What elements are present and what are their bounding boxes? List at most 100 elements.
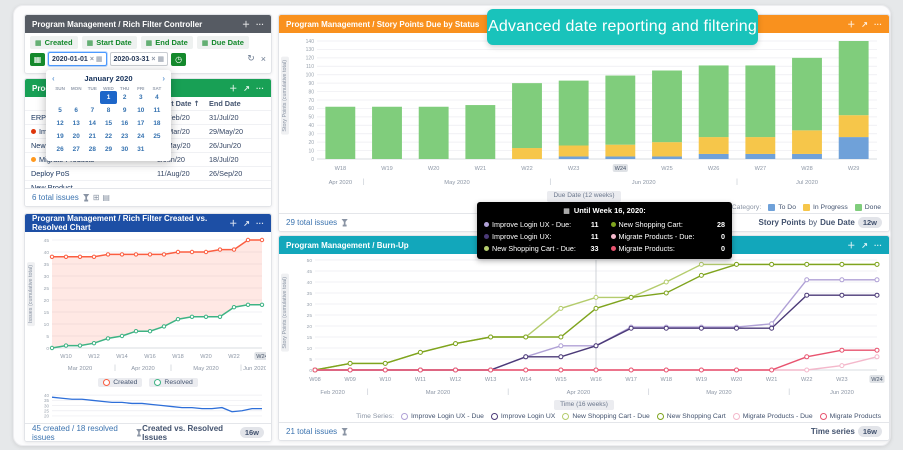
filter-icon[interactable] bbox=[341, 428, 348, 436]
filter-button-created[interactable]: ▦Created bbox=[30, 36, 78, 49]
legend-item-resolved[interactable]: Resolved bbox=[149, 378, 197, 387]
cvr-navigator-chart[interactable]: 2025303540 bbox=[28, 389, 266, 421]
calendar-day-cell[interactable]: 31 bbox=[133, 143, 149, 156]
expand-icon[interactable]: ↗ bbox=[243, 219, 250, 228]
history-button[interactable]: ◷ bbox=[171, 53, 186, 66]
calendar-day-cell[interactable]: 19 bbox=[52, 130, 68, 143]
created-resolved-link[interactable]: 45 created / 18 resolved issues bbox=[32, 424, 132, 442]
calendar-day-cell[interactable]: 15 bbox=[100, 117, 116, 130]
total-issues-link[interactable]: 29 total issues bbox=[286, 218, 337, 227]
expand-icon[interactable]: ↗ bbox=[861, 20, 868, 29]
close-icon[interactable]: × bbox=[261, 54, 266, 64]
total-issues-link[interactable]: 21 total issues bbox=[286, 427, 337, 436]
move-icon[interactable]: ＋ bbox=[242, 19, 250, 30]
table-view-icon[interactable]: ⊞ bbox=[93, 193, 100, 202]
legend-item-in-progress[interactable]: In Progress bbox=[803, 204, 848, 211]
move-icon[interactable]: ＋ bbox=[229, 83, 237, 94]
move-icon[interactable]: ＋ bbox=[229, 218, 237, 229]
calendar-day-cell[interactable]: 30 bbox=[117, 143, 133, 156]
svg-text:W10: W10 bbox=[379, 377, 391, 383]
filter-button-due-date[interactable]: ▦Due Date bbox=[197, 36, 249, 49]
calendar-day-cell[interactable]: 29 bbox=[100, 143, 116, 156]
chart-tooltip: ▦ Until Week 16, 2020: Improve Login UX … bbox=[477, 202, 732, 259]
calendar-icon[interactable]: ▦ bbox=[157, 55, 164, 63]
more-icon[interactable]: ··· bbox=[256, 219, 264, 228]
next-month-icon[interactable]: › bbox=[162, 74, 165, 83]
calendar-day-cell[interactable]: 6 bbox=[68, 104, 84, 117]
legend-item-to-do[interactable]: To Do bbox=[768, 204, 796, 211]
prev-month-icon[interactable]: ‹ bbox=[52, 74, 55, 83]
refresh-icon[interactable]: ↻ bbox=[247, 54, 255, 64]
calendar-day-cell[interactable]: 7 bbox=[84, 104, 100, 117]
calendar-day-cell[interactable]: 5 bbox=[52, 104, 68, 117]
calendar-day-cell[interactable]: 22 bbox=[100, 130, 116, 143]
legend-item-new-shopping-cart[interactable]: New Shopping Cart bbox=[657, 413, 726, 420]
calendar-day-cell[interactable]: 1 bbox=[100, 91, 116, 104]
story-points-chart[interactable]: 0102030405060708090100110120130140W18W19… bbox=[281, 33, 885, 191]
calendar-day-cell[interactable]: 2 bbox=[117, 91, 133, 104]
burn-up-chart[interactable]: 05101520253035404550W08W09W10W11W12W13W1… bbox=[281, 254, 885, 400]
more-icon[interactable]: ··· bbox=[874, 20, 882, 29]
svg-text:45: 45 bbox=[307, 269, 313, 275]
filter-icon[interactable] bbox=[341, 219, 348, 227]
calendar-day-cell[interactable]: 25 bbox=[149, 130, 165, 143]
calendar-day-cell[interactable]: 18 bbox=[149, 117, 165, 130]
period-badge[interactable]: 12w bbox=[858, 217, 882, 228]
calendar-day-cell[interactable]: 14 bbox=[84, 117, 100, 130]
panel-created-vs-resolved: Program Management / Rich Filter Created… bbox=[24, 213, 272, 442]
period-badge[interactable]: 16w bbox=[240, 427, 264, 438]
more-icon[interactable]: ··· bbox=[256, 84, 264, 93]
expand-icon[interactable]: ↗ bbox=[243, 84, 250, 93]
calendar-day-cell[interactable]: 24 bbox=[133, 130, 149, 143]
calendar-day-cell[interactable]: 21 bbox=[84, 130, 100, 143]
calendar-day-cell[interactable]: 26 bbox=[52, 143, 68, 156]
calendar-day-cell[interactable]: 11 bbox=[149, 104, 165, 117]
calendar-icon[interactable]: ▦ bbox=[96, 55, 103, 63]
end-date-cell: 26/Jun/20 bbox=[209, 141, 265, 150]
calendar-day-cell[interactable]: 20 bbox=[68, 130, 84, 143]
calendar-day-cell[interactable]: 17 bbox=[133, 117, 149, 130]
calendar-day-cell[interactable]: 9 bbox=[117, 104, 133, 117]
created-vs-resolved-chart[interactable]: 051015202530354045W10W12W14W16W18W20W22W… bbox=[28, 234, 266, 376]
total-issues-link[interactable]: 6 total issues bbox=[32, 193, 79, 202]
move-icon[interactable]: ＋ bbox=[847, 240, 855, 251]
date-to-input[interactable]: 2020-03-31 × ▦ bbox=[110, 52, 169, 66]
expand-icon[interactable]: ↗ bbox=[861, 241, 868, 250]
legend-item-new-shopping-cart-due[interactable]: New Shopping Cart - Due bbox=[562, 413, 649, 420]
legend-item-created[interactable]: Created bbox=[98, 378, 142, 387]
table-row[interactable]: Deploy PoS11/Aug/2026/Sep/20 bbox=[25, 167, 271, 181]
legend-item-done[interactable]: Done bbox=[855, 204, 881, 211]
calendar-button[interactable]: ▦ bbox=[30, 53, 45, 66]
calendar-day-cell[interactable]: 27 bbox=[68, 143, 84, 156]
legend-marker bbox=[562, 413, 569, 420]
legend-item-migrate-products-due[interactable]: Migrate Products - Due bbox=[733, 413, 813, 420]
calendar-day-cell[interactable]: 23 bbox=[117, 130, 133, 143]
calendar-day-cell[interactable]: 28 bbox=[84, 143, 100, 156]
period-badge[interactable]: 16w bbox=[858, 426, 882, 437]
more-icon[interactable]: ··· bbox=[256, 20, 264, 29]
column-end-date[interactable]: End Date bbox=[209, 99, 265, 108]
calendar-day-cell[interactable]: 16 bbox=[117, 117, 133, 130]
filter-icon[interactable] bbox=[83, 194, 90, 202]
calendar-day-cell[interactable]: 8 bbox=[100, 104, 116, 117]
calendar-day-cell[interactable]: 13 bbox=[68, 117, 84, 130]
layers-icon[interactable]: ▤ bbox=[102, 193, 110, 202]
tooltip-entry-label: New Shopping Cart: bbox=[619, 220, 715, 229]
date-from-input[interactable]: 2020-01-01 × ▦ bbox=[48, 52, 107, 66]
more-icon[interactable]: ··· bbox=[874, 241, 882, 250]
svg-text:W14: W14 bbox=[116, 354, 128, 360]
legend-item-improve-login-ux[interactable]: Improve Login UX bbox=[491, 413, 555, 420]
legend-item-migrate-products[interactable]: Migrate Products bbox=[820, 413, 881, 420]
legend-item-improve-login-ux-due[interactable]: Improve Login UX - Due bbox=[401, 413, 484, 420]
calendar-day-cell[interactable]: 4 bbox=[149, 91, 165, 104]
calendar-day-cell[interactable]: 3 bbox=[133, 91, 149, 104]
calendar-day-cell[interactable]: 10 bbox=[133, 104, 149, 117]
svg-text:90: 90 bbox=[308, 81, 314, 87]
clear-icon[interactable]: × bbox=[90, 56, 94, 63]
calendar-day-cell[interactable]: 12 bbox=[52, 117, 68, 130]
move-icon[interactable]: ＋ bbox=[847, 19, 855, 30]
svg-text:W18: W18 bbox=[660, 377, 672, 383]
clear-icon[interactable]: × bbox=[151, 56, 155, 63]
filter-button-end-date[interactable]: ▦End Date bbox=[141, 36, 193, 49]
filter-button-start-date[interactable]: ▦Start Date bbox=[82, 36, 137, 49]
